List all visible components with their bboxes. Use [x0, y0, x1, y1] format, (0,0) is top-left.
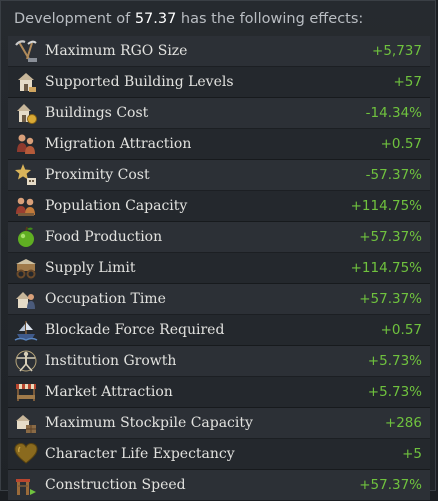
vitruvian-icon	[15, 350, 37, 372]
effect-label: Buildings Cost	[45, 105, 149, 121]
effect-row: Supply Limit +114.75%	[8, 253, 430, 284]
effect-row: Proximity Cost -57.37%	[8, 160, 430, 191]
heart-icon	[14, 442, 38, 464]
effect-value: -14.34%	[365, 105, 422, 121]
effect-value: +5,737	[372, 43, 422, 59]
market-stall-icon	[16, 384, 36, 401]
development-value: 57.37	[134, 11, 177, 27]
effect-row: Supported Building Levels +57	[8, 67, 430, 98]
effect-row: Character Life Expectancy +5	[8, 439, 430, 470]
effect-row: Occupation Time +57.37%	[8, 284, 430, 315]
effect-value: +114.75%	[350, 260, 422, 276]
effect-row: Maximum RGO Size +5,737	[8, 36, 430, 67]
effect-value: +114.75%	[350, 198, 422, 214]
effects-list: Maximum RGO Size +5,737 Supported Buildi…	[8, 36, 430, 501]
effect-label: Construction Speed	[45, 477, 186, 493]
effect-label: Food Production	[45, 229, 163, 245]
effect-row: Institution Growth +5.73%	[8, 346, 430, 377]
effect-value: -57.37%	[365, 167, 422, 183]
supply-wagon-icon	[16, 259, 36, 279]
effect-value: +57.37%	[359, 477, 422, 493]
effect-value: +5.73%	[367, 353, 422, 369]
effect-label: Population Capacity	[45, 198, 188, 214]
effect-row: Maximum Stockpile Capacity +286	[8, 408, 430, 439]
effect-label: Proximity Cost	[45, 167, 150, 183]
effect-label: Supported Building Levels	[45, 74, 234, 90]
building-icon	[18, 73, 36, 92]
effect-label: Maximum RGO Size	[45, 43, 188, 59]
effect-value: +286	[384, 415, 422, 431]
effect-label: Migration Attraction	[45, 136, 192, 152]
population-icon	[16, 197, 35, 216]
effect-value: +0.57	[380, 136, 422, 152]
header-prefix: Development of	[14, 11, 135, 27]
tooltip-header: Development of 57.37 has the following e…	[1, 1, 435, 39]
effect-row: Buildings Cost -14.34%	[8, 98, 430, 129]
effect-row: Blockade Force Required +0.57	[8, 315, 430, 346]
effect-value: +5.73%	[367, 384, 422, 400]
construction-icon	[16, 479, 36, 495]
effect-row: Construction Speed +57.37%	[8, 470, 430, 501]
effect-row: Population Capacity +114.75%	[8, 191, 430, 222]
effect-value: +57	[393, 74, 423, 90]
effect-label: Occupation Time	[45, 291, 166, 307]
effect-label: Maximum Stockpile Capacity	[45, 415, 253, 431]
effect-value: +57.37%	[359, 291, 422, 307]
effect-label: Supply Limit	[45, 260, 136, 276]
effect-value: +57.37%	[359, 229, 422, 245]
apple-icon	[18, 226, 34, 247]
effect-label: Blockade Force Required	[45, 322, 225, 338]
effect-value: +5	[402, 446, 422, 462]
header-suffix: has the following effects:	[176, 11, 364, 27]
migrants-icon	[17, 134, 35, 154]
effect-row: Food Production +57.37%	[8, 222, 430, 253]
effect-row: Market Attraction +5.73%	[8, 377, 430, 408]
effect-label: Institution Growth	[45, 353, 177, 369]
proximity-star-icon	[15, 164, 36, 185]
stockpile-icon	[16, 415, 36, 433]
effect-label: Character Life Expectancy	[45, 446, 235, 462]
effect-label: Market Attraction	[45, 384, 173, 400]
effect-row: Migration Attraction +0.57	[8, 129, 430, 160]
effect-value: +0.57	[380, 322, 422, 338]
pickaxe-icon	[15, 40, 37, 62]
blockade-icon	[14, 321, 38, 341]
occupation-icon	[16, 292, 35, 309]
building-coins-icon	[17, 104, 37, 124]
